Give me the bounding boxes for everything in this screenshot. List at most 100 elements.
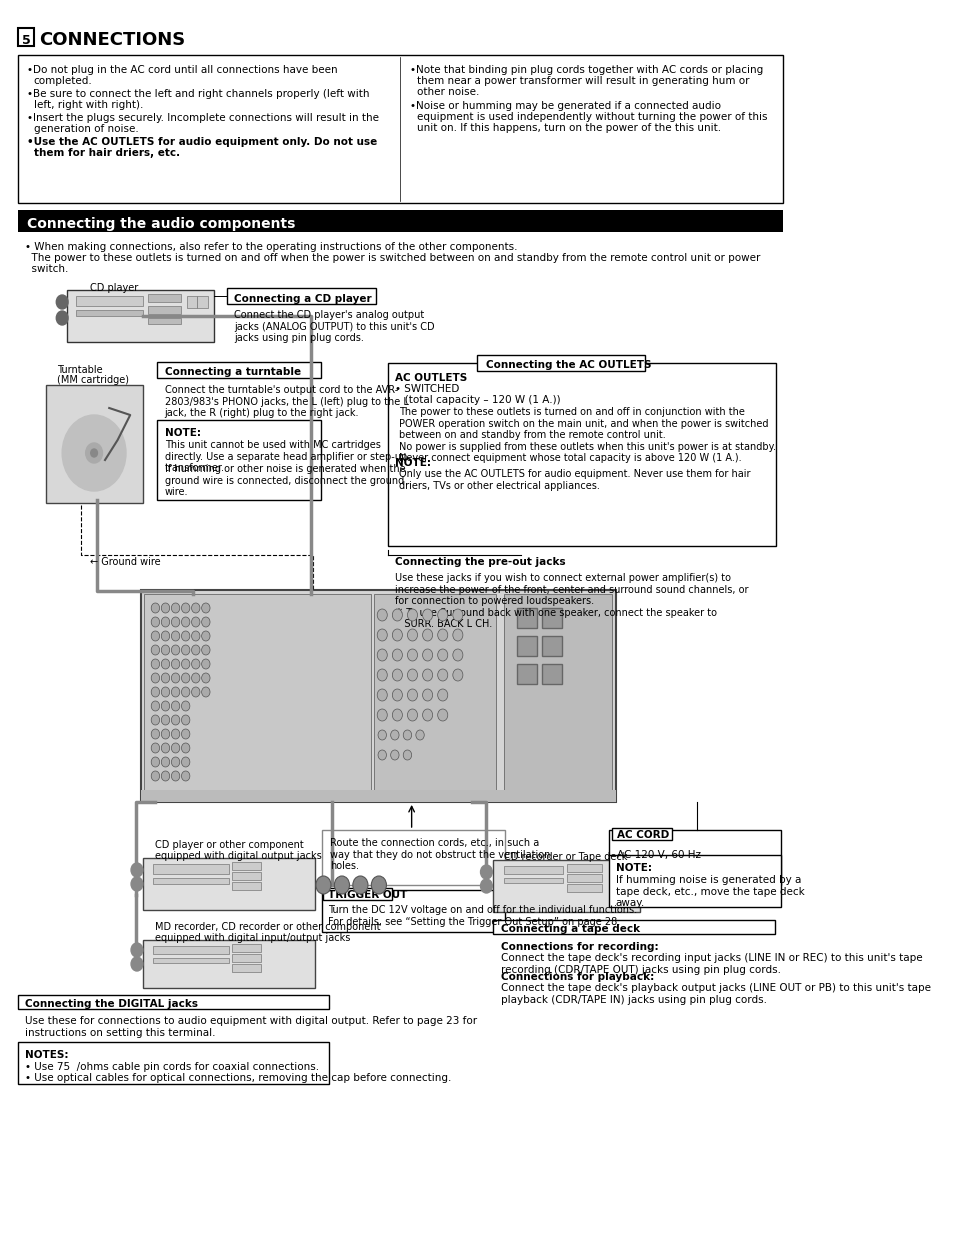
Text: • Use optical cables for optical connections, removing the cap before connecting: • Use optical cables for optical connect… — [25, 1072, 451, 1084]
Bar — [566, 863, 601, 872]
Text: completed.: completed. — [33, 75, 92, 87]
Text: equipped with digital input/output jacks: equipped with digital input/output jacks — [155, 933, 351, 943]
Circle shape — [86, 443, 102, 463]
Circle shape — [480, 880, 492, 893]
Circle shape — [377, 750, 386, 760]
Circle shape — [377, 730, 386, 740]
Text: NOTE:: NOTE: — [615, 863, 651, 873]
Circle shape — [181, 644, 190, 656]
Circle shape — [181, 771, 190, 781]
Bar — [517, 636, 537, 656]
Bar — [608, 830, 781, 884]
Text: them for hair driers, etc.: them for hair driers, etc. — [33, 148, 179, 158]
Circle shape — [172, 673, 179, 683]
Circle shape — [172, 715, 179, 725]
Circle shape — [152, 771, 159, 781]
Text: equipped with digital output jacks: equipped with digital output jacks — [155, 851, 322, 861]
Circle shape — [172, 631, 179, 641]
Bar — [232, 872, 261, 880]
Text: Connections for recording:: Connections for recording: — [500, 943, 658, 952]
Bar — [566, 884, 601, 892]
Circle shape — [392, 709, 402, 721]
Circle shape — [172, 729, 179, 738]
Circle shape — [390, 730, 398, 740]
Circle shape — [161, 701, 170, 711]
Text: AC OUTLETS: AC OUTLETS — [395, 374, 467, 383]
Bar — [493, 860, 639, 912]
Bar — [144, 594, 371, 794]
Circle shape — [201, 673, 210, 683]
Circle shape — [161, 673, 170, 683]
Circle shape — [131, 957, 143, 971]
Circle shape — [161, 617, 170, 627]
Circle shape — [192, 659, 200, 669]
Text: Connecting a tape deck: Connecting a tape deck — [500, 924, 639, 934]
Circle shape — [437, 689, 447, 701]
Circle shape — [172, 743, 179, 753]
Circle shape — [161, 602, 170, 614]
Bar — [232, 862, 261, 870]
Circle shape — [172, 644, 179, 656]
Bar — [541, 664, 561, 684]
Circle shape — [201, 617, 210, 627]
Circle shape — [315, 876, 331, 894]
Circle shape — [152, 644, 159, 656]
Text: AC 120 V, 60 Hz: AC 120 V, 60 Hz — [616, 850, 700, 860]
Bar — [232, 944, 261, 952]
Bar — [503, 866, 562, 875]
Circle shape — [152, 687, 159, 696]
Circle shape — [407, 649, 417, 661]
Bar — [503, 594, 611, 794]
Text: •Insert the plugs securely. Incomplete connections will result in the: •Insert the plugs securely. Incomplete c… — [27, 113, 378, 122]
Circle shape — [392, 689, 402, 701]
Text: unit on. If this happens, turn on the power of the this unit.: unit on. If this happens, turn on the po… — [416, 122, 720, 134]
Circle shape — [161, 659, 170, 669]
Text: Connect the tape deck's recording input jacks (LINE IN or REC) to this unit's ta: Connect the tape deck's recording input … — [500, 952, 922, 975]
Circle shape — [91, 449, 97, 456]
Circle shape — [172, 617, 179, 627]
Text: (total capacity – 120 W (1 A.)): (total capacity – 120 W (1 A.)) — [395, 395, 559, 404]
Circle shape — [181, 602, 190, 614]
Circle shape — [152, 659, 159, 669]
Bar — [18, 995, 329, 1009]
Circle shape — [437, 628, 447, 641]
Bar — [493, 920, 774, 934]
Circle shape — [453, 609, 462, 621]
Text: CD recorder or Tape deck: CD recorder or Tape deck — [503, 852, 627, 862]
Bar — [152, 863, 229, 875]
Circle shape — [131, 943, 143, 957]
Circle shape — [353, 876, 368, 894]
Bar — [232, 882, 261, 889]
Circle shape — [422, 628, 433, 641]
Bar — [197, 296, 208, 308]
Circle shape — [422, 649, 433, 661]
Circle shape — [181, 673, 190, 683]
Bar — [18, 28, 33, 46]
Bar — [541, 636, 561, 656]
Circle shape — [201, 687, 210, 696]
Text: Connect the CD player's analog output
jacks (ANALOG OUTPUT) to this unit's CD
ja: Connect the CD player's analog output ja… — [234, 310, 435, 343]
Circle shape — [181, 715, 190, 725]
Bar — [232, 954, 261, 962]
Circle shape — [152, 701, 159, 711]
Circle shape — [201, 644, 210, 656]
Circle shape — [376, 628, 387, 641]
Bar — [75, 296, 143, 306]
Circle shape — [181, 729, 190, 738]
Circle shape — [392, 669, 402, 682]
Text: Use these for connections to audio equipment with digital output. Refer to page : Use these for connections to audio equip… — [25, 1016, 476, 1038]
Text: ← Ground wire: ← Ground wire — [90, 557, 160, 567]
Bar — [148, 318, 181, 324]
Bar — [517, 609, 537, 628]
Circle shape — [161, 631, 170, 641]
Circle shape — [181, 687, 190, 696]
Circle shape — [437, 609, 447, 621]
Bar — [476, 355, 644, 371]
Circle shape — [56, 294, 68, 309]
Bar — [503, 878, 562, 883]
Text: Route the connection cords, etc., in such a
way that they do not obstruct the ve: Route the connection cords, etc., in suc… — [330, 837, 550, 871]
Text: Connecting a turntable: Connecting a turntable — [165, 367, 300, 377]
Circle shape — [161, 771, 170, 781]
Bar — [566, 875, 601, 882]
Text: NOTE:: NOTE: — [165, 428, 200, 438]
